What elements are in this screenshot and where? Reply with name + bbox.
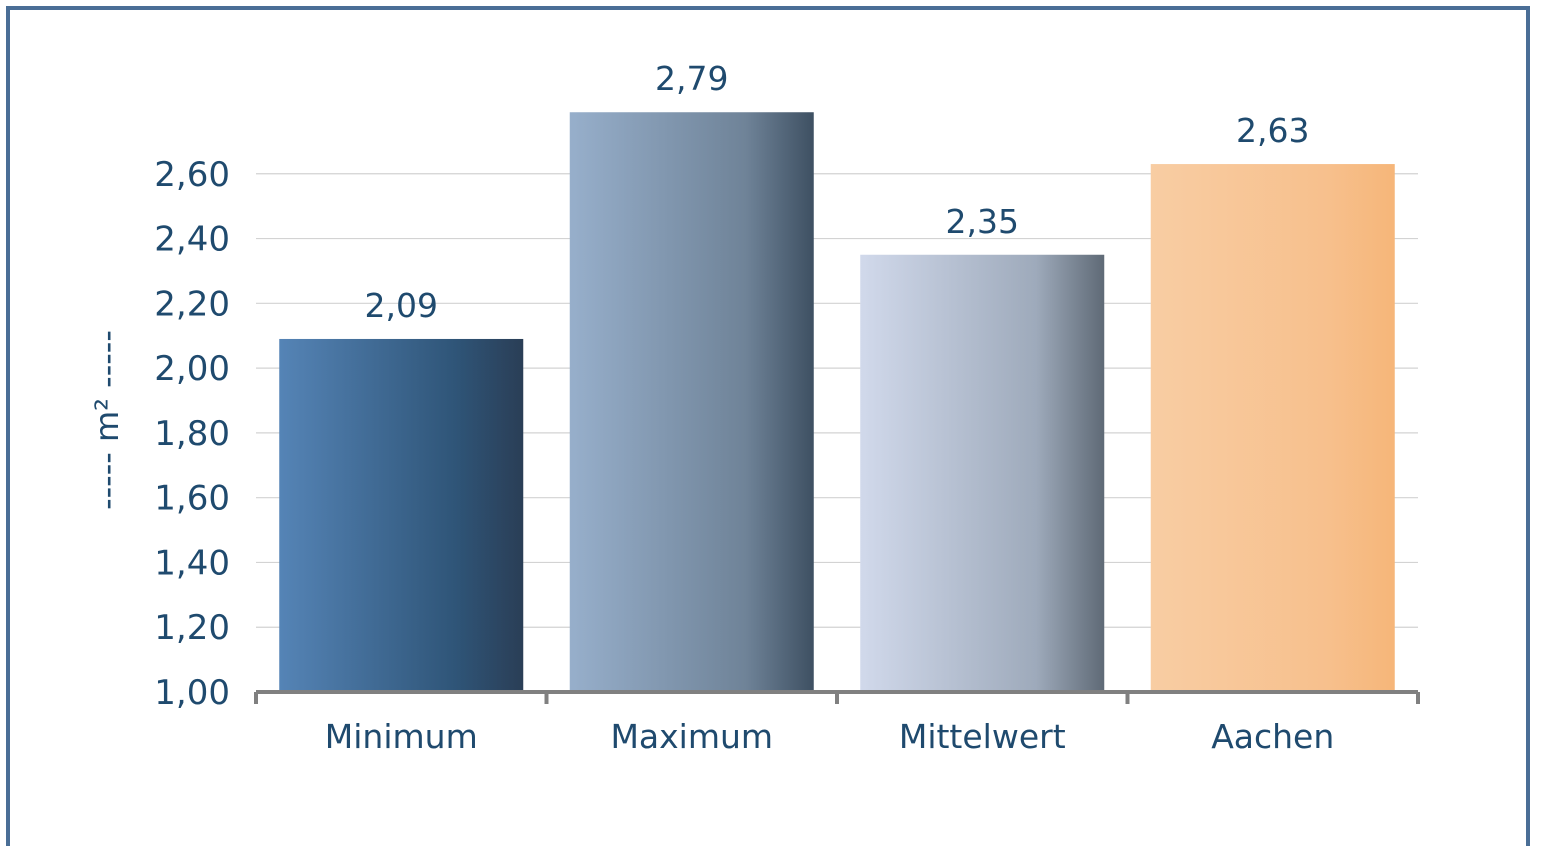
y-tick-label: 2,20 bbox=[154, 284, 230, 324]
chart-frame: 1,00 1,20 1,40 1,60 1,80 2,00 2,20 2,40 2,60 Min… bbox=[6, 6, 1530, 846]
bar-maximum bbox=[569, 112, 814, 692]
data-labels: 2,09 2,79 2,35 2,63 bbox=[365, 59, 1310, 325]
bar-mittelwert bbox=[860, 254, 1105, 692]
y-tick-label: 2,60 bbox=[154, 155, 230, 195]
y-tick-label: 2,40 bbox=[154, 220, 230, 260]
y-tick-label: 1,60 bbox=[154, 479, 230, 519]
x-tick-label: Minimum bbox=[325, 717, 478, 756]
y-tick-label: 1,80 bbox=[154, 414, 230, 454]
data-label: 2,79 bbox=[655, 59, 728, 98]
category-labels: Minimum Maximum Mittelwert Aachen bbox=[325, 717, 1335, 756]
bars bbox=[279, 112, 1395, 693]
bar-chart: 1,00 1,20 1,40 1,60 1,80 2,00 2,20 2,40 2,60 Min… bbox=[88, 59, 1420, 756]
y-axis-title: ----- m² ----- bbox=[88, 330, 126, 510]
x-tick-label: Aachen bbox=[1211, 717, 1334, 756]
y-tick-label: 1,40 bbox=[154, 543, 230, 583]
y-tick-label: 1,00 bbox=[154, 673, 230, 713]
data-label: 2,63 bbox=[1236, 111, 1309, 150]
x-tick-label: Maximum bbox=[610, 717, 773, 756]
y-tick-label: 1,20 bbox=[154, 608, 230, 648]
data-label: 2,35 bbox=[946, 202, 1019, 241]
bar-aachen bbox=[1150, 164, 1395, 693]
x-tick-label: Mittelwert bbox=[899, 717, 1066, 756]
data-label: 2,09 bbox=[365, 286, 438, 325]
y-tick-label: 2,00 bbox=[154, 349, 230, 389]
bar-minimum bbox=[279, 338, 524, 692]
y-tick-labels: 1,00 1,20 1,40 1,60 1,80 2,00 2,20 2,40 2,60 bbox=[154, 155, 230, 713]
x-axis bbox=[254, 690, 1420, 704]
